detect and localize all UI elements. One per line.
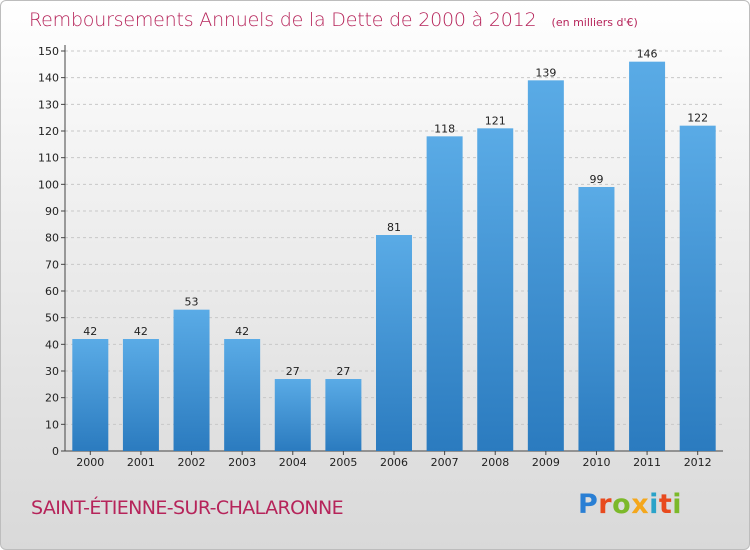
logo-letter: P bbox=[578, 489, 599, 520]
bar bbox=[173, 309, 210, 451]
logo-letter: i bbox=[649, 489, 659, 520]
x-tick-label: 2004 bbox=[279, 456, 307, 469]
proxiti-logo[interactable]: Proxiti bbox=[578, 489, 682, 520]
labels: 0 10 20 30 40 50 60 70 80 90 100 110 120 130 140 150 42 2… bbox=[38, 45, 712, 469]
bar bbox=[274, 379, 311, 451]
data-label: 27 bbox=[336, 365, 350, 378]
y-tick-label: 40 bbox=[45, 338, 59, 351]
bar bbox=[325, 379, 362, 451]
y-tick-label: 120 bbox=[38, 125, 59, 138]
bar bbox=[224, 339, 261, 451]
data-label: 146 bbox=[637, 48, 658, 61]
data-label: 53 bbox=[185, 296, 199, 309]
x-tick-label: 2012 bbox=[684, 456, 712, 469]
y-tick-label: 110 bbox=[38, 152, 59, 165]
y-tick-label: 90 bbox=[45, 205, 59, 218]
x-tick-label: 2007 bbox=[431, 456, 459, 469]
data-label: 121 bbox=[485, 114, 506, 127]
y-tick-label: 60 bbox=[45, 285, 59, 298]
data-label: 42 bbox=[83, 325, 97, 338]
x-tick-label: 2008 bbox=[481, 456, 509, 469]
x-tick-label: 2006 bbox=[380, 456, 408, 469]
x-tick-label: 2011 bbox=[633, 456, 661, 469]
y-tick-label: 0 bbox=[52, 445, 59, 458]
y-tick-label: 150 bbox=[38, 45, 59, 58]
y-tick-label: 100 bbox=[38, 178, 59, 191]
bar bbox=[477, 128, 514, 451]
bar bbox=[426, 136, 463, 452]
data-label: 139 bbox=[535, 66, 556, 79]
x-tick-label: 2001 bbox=[127, 456, 155, 469]
data-label: 122 bbox=[687, 112, 708, 125]
x-tick-label: 2002 bbox=[178, 456, 206, 469]
data-label: 81 bbox=[387, 221, 401, 234]
x-tick-label: 2003 bbox=[228, 456, 256, 469]
bar bbox=[679, 125, 716, 452]
data-label: 118 bbox=[434, 122, 455, 135]
y-tick-label: 10 bbox=[45, 418, 59, 431]
data-label: 42 bbox=[235, 325, 249, 338]
chart-header: Remboursements Annuels de la Dette de 20… bbox=[29, 9, 638, 31]
bar bbox=[122, 339, 159, 451]
commune-name: SAINT-ÉTIENNE-SUR-CHALARONNE bbox=[31, 497, 344, 519]
chart-title: Remboursements Annuels de la Dette de 20… bbox=[29, 9, 537, 31]
bar bbox=[376, 235, 412, 451]
bar bbox=[72, 339, 109, 451]
bar bbox=[629, 61, 666, 452]
x-tick-label: 2005 bbox=[329, 456, 357, 469]
y-tick-label: 30 bbox=[45, 365, 59, 378]
y-tick-label: 20 bbox=[45, 392, 59, 405]
logo-letter: t bbox=[658, 489, 673, 520]
logo-letter: o bbox=[612, 489, 632, 520]
x-tick-label: 2009 bbox=[532, 456, 560, 469]
y-tick-label: 50 bbox=[45, 312, 59, 325]
y-tick-label: 80 bbox=[45, 232, 59, 245]
x-tick-label: 2010 bbox=[582, 456, 610, 469]
data-label: 27 bbox=[286, 365, 300, 378]
logo-letter: r bbox=[598, 489, 613, 520]
x-tick-label: 2000 bbox=[76, 456, 104, 469]
bar bbox=[527, 80, 564, 451]
y-tick-label: 130 bbox=[38, 98, 59, 111]
chart-subtitle: (en milliers d'€) bbox=[551, 16, 638, 29]
logo-letter: i bbox=[672, 489, 683, 520]
bar bbox=[578, 187, 615, 451]
y-tick-label: 140 bbox=[38, 72, 59, 85]
data-label: 42 bbox=[134, 325, 148, 338]
y-tick-label: 70 bbox=[45, 258, 59, 271]
bars bbox=[72, 61, 716, 452]
logo-letter: x bbox=[631, 489, 650, 520]
data-label: 99 bbox=[589, 173, 603, 186]
